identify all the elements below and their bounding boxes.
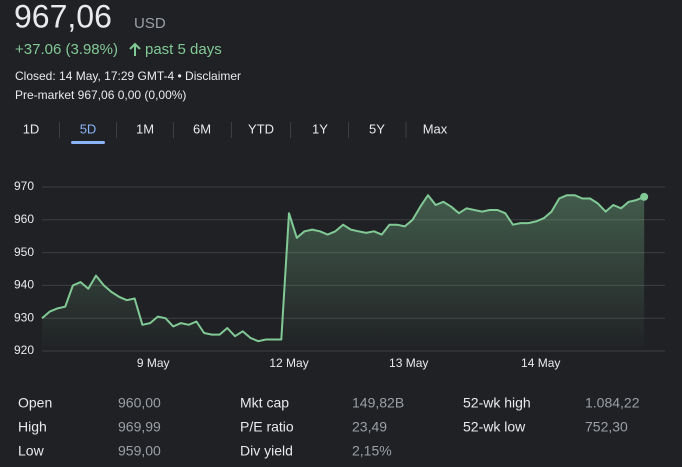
x-tick-label: 9 May bbox=[137, 356, 170, 370]
tab[interactable]: 5Y bbox=[369, 121, 385, 136]
closed-info[interactable]: Closed: 14 May, 17:29 GMT-4 • Disclaimer bbox=[15, 69, 241, 83]
up-arrow bbox=[129, 42, 141, 56]
stat-value: 1.084,22 bbox=[585, 395, 640, 411]
stat-value: 960,00 bbox=[118, 395, 161, 411]
area bbox=[42, 195, 645, 351]
stat-value: 23,49 bbox=[352, 419, 387, 435]
stat-label: Low bbox=[18, 443, 45, 459]
stat-value: 752,30 bbox=[585, 419, 628, 435]
tab[interactable]: 5D bbox=[80, 121, 97, 136]
stat-value: 149,82B bbox=[352, 395, 404, 411]
x-tick-label: 14 May bbox=[521, 356, 560, 370]
price: 967,06 bbox=[14, 0, 112, 34]
tab[interactable]: 1M bbox=[136, 121, 154, 136]
stat-label: 52-wk high bbox=[463, 395, 531, 411]
tab[interactable]: 1D bbox=[23, 121, 40, 136]
change: +37.06 (3.98%) bbox=[15, 41, 118, 58]
stat-label: Div yield bbox=[240, 443, 293, 459]
y-tick-label: 970 bbox=[14, 179, 34, 193]
stat-value: 959,00 bbox=[118, 443, 161, 459]
x-tick-label: 13 May bbox=[389, 356, 428, 370]
y-tick-label: 930 bbox=[14, 310, 34, 324]
stat-label: 52-wk low bbox=[463, 419, 526, 435]
stat-label: Mkt cap bbox=[240, 395, 289, 411]
currency: USD bbox=[134, 15, 166, 32]
tab[interactable]: Max bbox=[423, 121, 448, 136]
tab-underline bbox=[71, 141, 105, 144]
tab[interactable]: 6M bbox=[193, 121, 211, 136]
y-tick-label: 920 bbox=[14, 343, 34, 357]
x-tick-label: 12 May bbox=[269, 356, 308, 370]
stat-value: 2,15% bbox=[352, 443, 392, 459]
stat-label: Open bbox=[18, 395, 52, 411]
stat-label: P/E ratio bbox=[240, 419, 294, 435]
price-line bbox=[41, 194, 645, 343]
y-tick-label: 940 bbox=[14, 278, 34, 292]
premarket: Pre-market 967,06 0,00 (0,00%) bbox=[15, 88, 186, 102]
stat-value: 969,99 bbox=[118, 419, 161, 435]
y-tick-label: 950 bbox=[14, 245, 34, 259]
tab[interactable]: YTD bbox=[248, 121, 274, 136]
tab[interactable]: 1Y bbox=[312, 121, 328, 136]
last-point bbox=[640, 192, 649, 201]
y-tick-label: 960 bbox=[14, 212, 34, 226]
period: past 5 days bbox=[145, 41, 222, 58]
stat-label: High bbox=[18, 419, 47, 435]
